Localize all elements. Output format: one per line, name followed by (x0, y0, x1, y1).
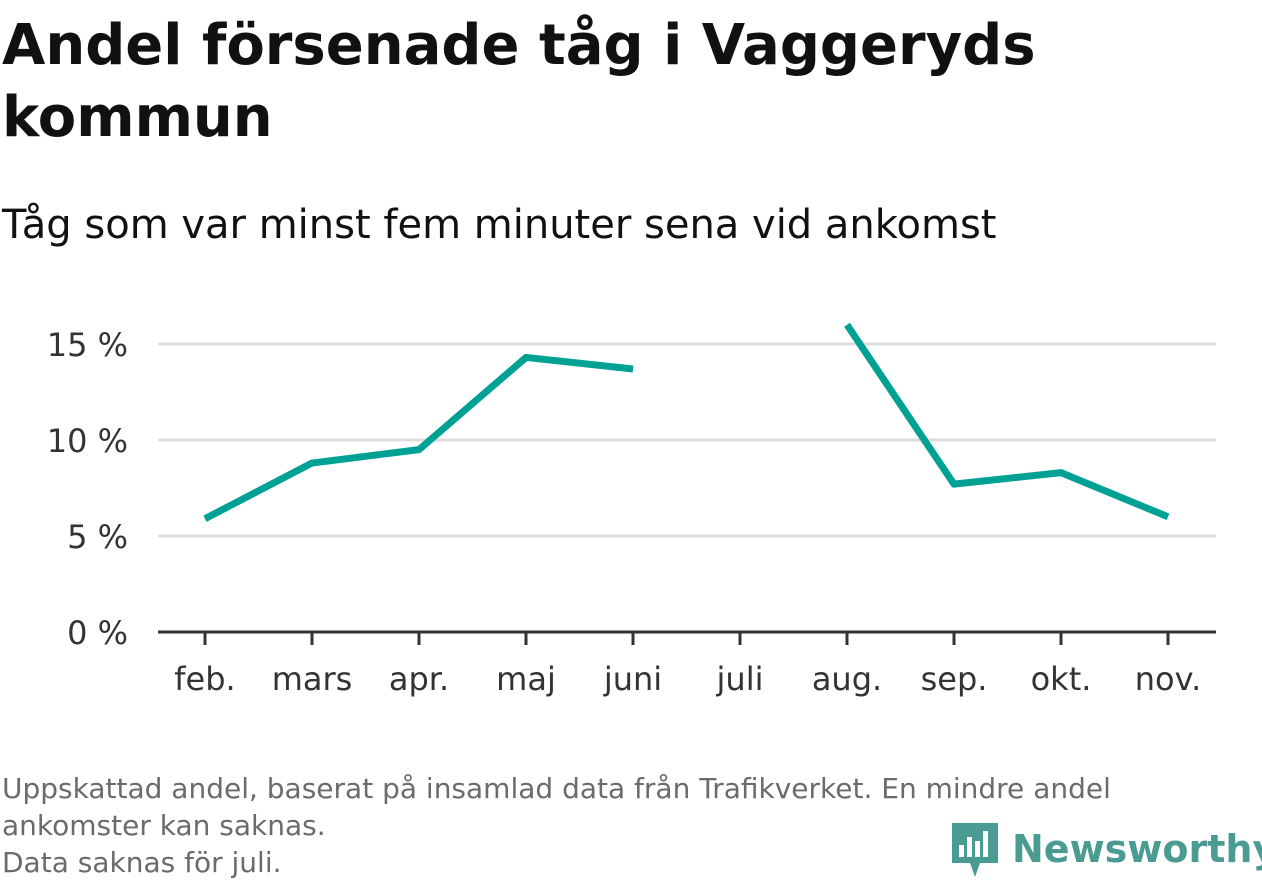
x-tick-label: nov. (1135, 660, 1201, 698)
y-tick-label: 5 % (67, 518, 128, 556)
x-axis-tick-labels: feb. mars apr. maj juni juli aug. sep. okt. nov. (174, 660, 1201, 698)
x-tick-label: juni (603, 660, 662, 698)
newsworthy-logo-icon (952, 823, 998, 877)
footnote-line-3: Data saknas för juli. (2, 846, 282, 879)
series-line-segment (844, 322, 1170, 521)
x-tick-label: juli (716, 660, 764, 698)
x-tick-label: apr. (389, 660, 449, 698)
y-tick-label: 0 % (67, 614, 128, 652)
chart-title: Andel försenade tåg i Vaggeryds kommun (2, 13, 1036, 150)
x-axis (158, 630, 1216, 645)
series-line-segment (203, 353, 634, 522)
y-tick-label: 15 % (47, 326, 128, 364)
footnote-line-1: Uppskattad andel, baserat på insamlad da… (2, 772, 1111, 805)
x-tick-label: aug. (812, 660, 882, 698)
x-tick-label: maj (496, 660, 556, 698)
y-axis-tick-labels: 0 % 5 % 10 % 15 % (47, 326, 128, 652)
footnote: Uppskattad andel, baserat på insamlad da… (2, 770, 1252, 881)
x-tick-label: okt. (1031, 660, 1092, 698)
x-tick-label: mars (272, 660, 353, 698)
grid-lines (158, 342, 1216, 538)
brand-logo: Newsworthy (950, 818, 1262, 880)
series-lines (203, 322, 1170, 522)
brand-name: Newsworthy (1012, 827, 1262, 871)
x-tick-label: feb. (174, 660, 235, 698)
y-tick-label: 10 % (47, 422, 128, 460)
chart-subtitle: Tåg som var minst fem minuter sena vid a… (2, 202, 997, 248)
footnote-line-2: ankomster kan saknas. (2, 809, 326, 842)
x-tick-label: sep. (921, 660, 988, 698)
